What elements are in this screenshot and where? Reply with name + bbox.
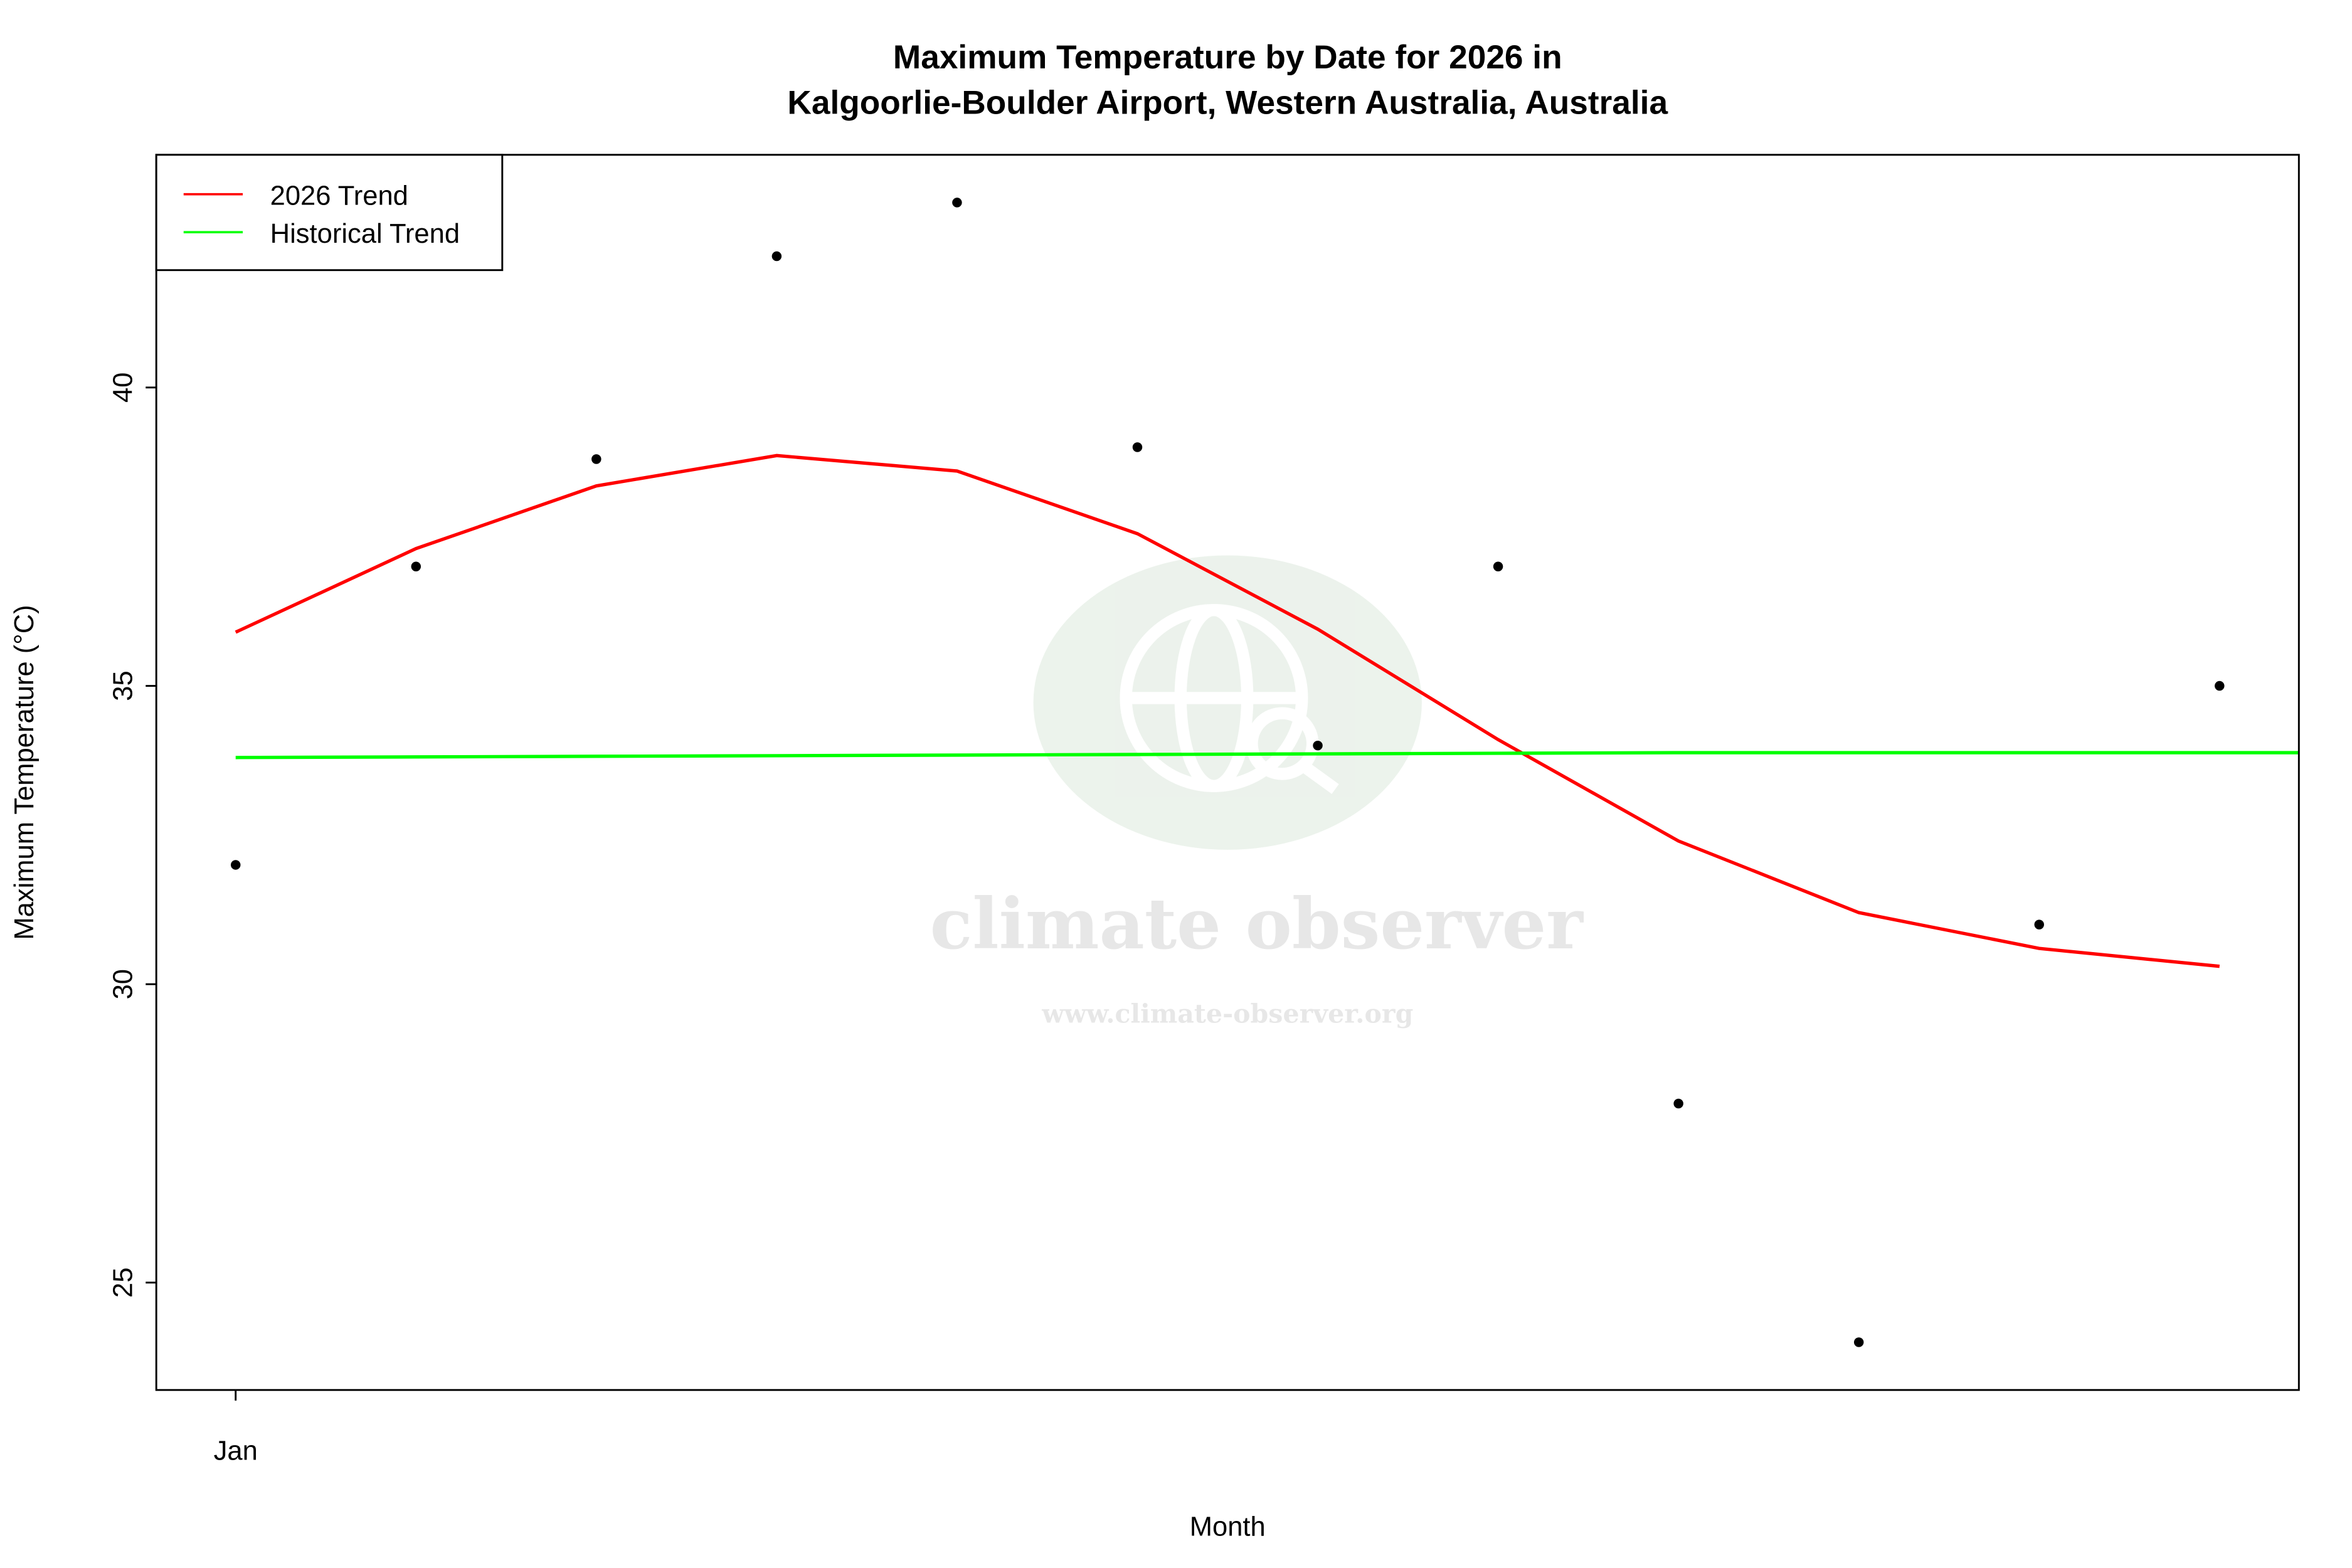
legend-label-historical-trend: Historical Trend bbox=[270, 219, 460, 249]
data-point bbox=[230, 860, 241, 870]
watermark-logo-ellipse bbox=[1033, 555, 1422, 850]
data-point bbox=[1132, 442, 1143, 452]
y-tick-label: 25 bbox=[108, 1268, 138, 1298]
legend-box bbox=[155, 154, 504, 272]
x-tick-label: Jan bbox=[214, 1436, 258, 1466]
chart-title-line-2: Kalgoorlie-Boulder Airport, Western Aust… bbox=[787, 84, 1668, 121]
y-tick-label: 30 bbox=[108, 969, 138, 999]
data-point bbox=[1493, 561, 1503, 572]
series-line-2026-trend bbox=[235, 453, 2220, 968]
data-point bbox=[1853, 1337, 1864, 1347]
plot-area-frame bbox=[155, 154, 2300, 1391]
data-point bbox=[2034, 919, 2044, 930]
chart-title-line-1: Maximum Temperature by Date for 2026 in bbox=[893, 39, 1562, 76]
data-point bbox=[411, 561, 421, 572]
x-axis: Jan bbox=[214, 1390, 258, 1466]
watermark-url: www.climate-observer.org bbox=[1041, 999, 1413, 1029]
data-point bbox=[1313, 740, 1323, 751]
watermark-name: climate observer bbox=[930, 884, 1584, 965]
y-axis: 25 30 35 40 bbox=[108, 373, 157, 1298]
data-point bbox=[2215, 681, 2225, 691]
watermark: climate observer www.climate-observer.or… bbox=[930, 555, 1584, 1029]
data-point bbox=[591, 454, 601, 464]
y-tick-label: 40 bbox=[108, 373, 138, 403]
legend: 2026 Trend Historical Trend bbox=[155, 154, 504, 272]
series-line-historical-trend bbox=[235, 751, 2299, 760]
data-point bbox=[1673, 1098, 1683, 1109]
y-tick-label: 35 bbox=[108, 670, 138, 701]
legend-label-2026-trend: 2026 Trend bbox=[270, 181, 408, 211]
data-point bbox=[952, 198, 962, 208]
x-axis-label: Month bbox=[1190, 1512, 1266, 1542]
globe-search-icon bbox=[1120, 603, 1339, 794]
y-axis-label: Maximum Temperature (°C) bbox=[9, 605, 40, 940]
data-point bbox=[771, 251, 782, 262]
